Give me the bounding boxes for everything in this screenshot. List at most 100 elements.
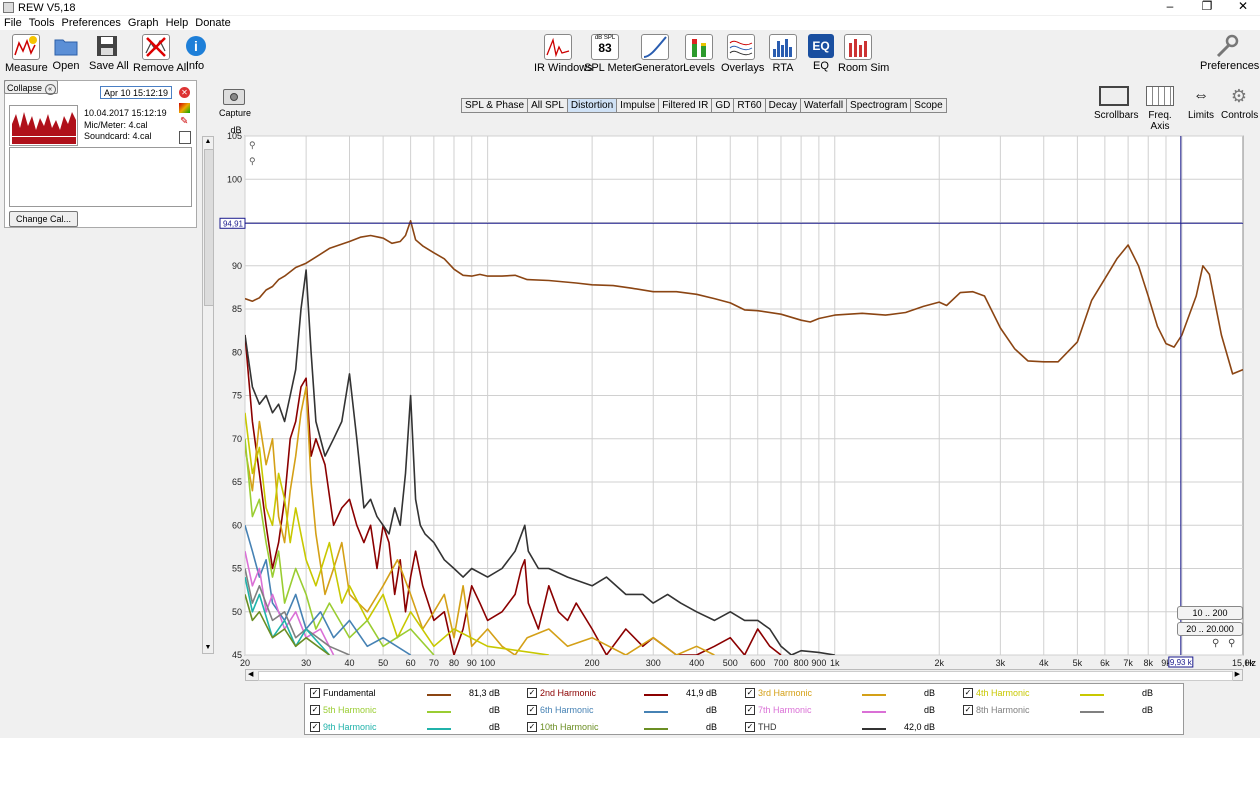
preferences-button[interactable]: Preferences xyxy=(1200,30,1260,72)
legend-checkbox[interactable]: ✓ xyxy=(527,704,537,715)
tab-distortion[interactable]: Distortion xyxy=(566,98,618,113)
generator-button[interactable]: Generator xyxy=(634,30,684,74)
legend-checkbox[interactable]: ✓ xyxy=(527,687,537,698)
y-tick-label: 45 xyxy=(232,650,242,660)
limits-button[interactable]: ⇔ Limits xyxy=(1185,86,1217,121)
tab-rt60[interactable]: RT60 xyxy=(733,98,766,113)
legend-item-3rd-harmonic[interactable]: ✓ 3rd Harmonic xyxy=(745,687,812,699)
x-tick-label: 40 xyxy=(344,658,354,668)
freq-axis-button[interactable]: Freq. Axis xyxy=(1139,86,1181,132)
room-sim-button[interactable]: Room Sim xyxy=(838,30,890,74)
scroll-up-arrow-icon[interactable]: ▲ xyxy=(204,138,212,145)
legend-checkbox[interactable]: ✓ xyxy=(527,721,537,732)
ir-windows-button[interactable]: IR Windows xyxy=(534,30,593,74)
levels-button[interactable]: Levels xyxy=(682,30,716,74)
spl-meter-button[interactable]: dB SPL 83 SPL Meter xyxy=(584,30,636,74)
minimize-button[interactable]: – xyxy=(1166,0,1174,13)
eq-badge-text: EQ xyxy=(812,39,830,53)
hscroll-thumb[interactable] xyxy=(258,671,1233,681)
tab-decay[interactable]: Decay xyxy=(764,98,801,113)
legend-checkbox[interactable]: ✓ xyxy=(310,721,320,732)
legend-checkbox[interactable]: ✓ xyxy=(745,704,755,715)
menu-tools[interactable]: Tools xyxy=(28,17,55,29)
menu-graph[interactable]: Graph xyxy=(127,17,159,29)
legend-label: 10th Harmonic xyxy=(540,722,599,732)
left-scrollbar[interactable]: ▲ ▼ xyxy=(202,136,214,654)
tab-spl-phase[interactable]: SPL & Phase xyxy=(461,98,529,113)
y-tick-label: 55 xyxy=(232,564,242,574)
legend-checkbox[interactable]: ✓ xyxy=(310,704,320,715)
tab-filtered-ir[interactable]: Filtered IR xyxy=(658,98,713,113)
rew-window: REW V5,18 – ❐ ✕ File Tools Preferences G… xyxy=(0,0,1260,738)
legend-checkbox[interactable]: ✓ xyxy=(745,687,755,698)
change-cal-button[interactable]: Change Cal... xyxy=(9,211,78,227)
spl-meter-value: 83 xyxy=(598,41,612,55)
scrollbars-button[interactable]: Scrollbars xyxy=(1094,86,1138,121)
legend-swatch xyxy=(644,711,668,713)
legend-checkbox[interactable]: ✓ xyxy=(310,687,320,698)
scroll-thumb[interactable] xyxy=(204,149,214,306)
notes-icon[interactable] xyxy=(179,131,191,144)
tab-impulse[interactable]: Impulse xyxy=(616,98,660,113)
capture-button[interactable]: Capture xyxy=(219,89,251,118)
tab-gd[interactable]: GD xyxy=(711,98,735,113)
tab-spectrogram[interactable]: Spectrogram xyxy=(846,98,912,113)
restore-button[interactable]: ❐ xyxy=(1201,0,1213,13)
scroll-down-arrow-icon[interactable]: ▼ xyxy=(204,644,212,651)
overlays-button[interactable]: Overlays xyxy=(721,30,765,74)
zoom-in-icon[interactable]: ⚲ xyxy=(1228,638,1236,649)
tab-all-spl[interactable]: All SPL xyxy=(527,98,568,113)
room-sim-label: Room Sim xyxy=(838,62,890,74)
measurement-thumbnail[interactable] xyxy=(9,105,78,146)
legend-item-10th-harmonic[interactable]: ✓ 10th Harmonic xyxy=(527,721,599,733)
range-10-200-button[interactable]: 10 .. 200 xyxy=(1177,606,1243,620)
legend-item-9th-harmonic[interactable]: ✓ 9th Harmonic xyxy=(310,721,377,733)
legend-swatch xyxy=(644,728,668,730)
save-all-button[interactable]: Save All xyxy=(89,30,129,72)
legend-item-4th-harmonic[interactable]: ✓ 4th Harmonic xyxy=(963,687,1030,699)
eq-button[interactable]: EQ EQ xyxy=(805,30,837,72)
range-20-20000-button[interactable]: 20 .. 20.000 xyxy=(1177,622,1243,636)
controls-button[interactable]: ⚙ Controls xyxy=(1221,86,1258,121)
legend-checkbox[interactable]: ✓ xyxy=(963,704,973,715)
legend-item-thd[interactable]: ✓ THD xyxy=(745,721,777,733)
edit-icon[interactable]: ✎ xyxy=(180,116,189,127)
legend-item-fundamental[interactable]: ✓ Fundamental xyxy=(310,687,376,699)
legend-checkbox[interactable]: ✓ xyxy=(963,687,973,698)
close-button[interactable]: ✕ xyxy=(1237,0,1249,13)
legend-item-5th-harmonic[interactable]: ✓ 5th Harmonic xyxy=(310,704,377,716)
remove-all-button[interactable]: Remove All xyxy=(133,30,189,74)
tab-waterfall[interactable]: Waterfall xyxy=(799,98,848,113)
collapse-button[interactable]: Collapse « xyxy=(4,80,58,95)
legend-item-8th-harmonic[interactable]: ✓ 8th Harmonic xyxy=(963,704,1030,716)
menu-file[interactable]: File xyxy=(4,17,22,29)
hscroll-right-arrow-icon[interactable]: ▶ xyxy=(1234,671,1240,678)
measure-button[interactable]: Measure xyxy=(5,30,48,74)
preferences-label: Preferences xyxy=(1200,60,1260,72)
rta-button[interactable]: RTA xyxy=(766,30,800,74)
zoom-out-icon[interactable]: ⚲ xyxy=(1212,638,1220,649)
distortion-chart[interactable]: 4550556065707580859095100105203040506070… xyxy=(216,120,1260,680)
horizontal-scrollbar[interactable]: ◀ ▶ xyxy=(245,669,1243,681)
notes-area[interactable] xyxy=(9,147,192,207)
legend-checkbox[interactable]: ✓ xyxy=(745,721,755,732)
info-button[interactable]: i Info xyxy=(183,30,207,72)
open-button[interactable]: Open xyxy=(50,30,82,72)
overlays-label: Overlays xyxy=(721,62,765,74)
menu-donate[interactable]: Donate xyxy=(195,17,231,29)
hscroll-left-arrow-icon[interactable]: ◀ xyxy=(248,671,254,678)
menu-help[interactable]: Help xyxy=(165,17,189,29)
remove-measurement-icon[interactable]: ✕ xyxy=(179,87,190,98)
tab-scope[interactable]: Scope xyxy=(910,98,947,113)
legend-label: 8th Harmonic xyxy=(976,705,1030,715)
legend-item-2nd-harmonic[interactable]: ✓ 2nd Harmonic xyxy=(527,687,596,699)
x-tick-label: 100 xyxy=(480,658,495,668)
legend-item-7th-harmonic[interactable]: ✓ 7th Harmonic xyxy=(745,704,812,716)
graph-color-icon[interactable] xyxy=(179,103,190,113)
legend-item-6th-harmonic[interactable]: ✓ 6th Harmonic xyxy=(527,704,594,716)
series-line-3rd-harmonic xyxy=(245,386,715,655)
measurement-name-field[interactable]: Apr 10 15:12:19 xyxy=(100,86,172,99)
wrench-icon xyxy=(1214,34,1240,58)
y-tick-label: 90 xyxy=(232,261,242,271)
menu-preferences[interactable]: Preferences xyxy=(61,17,121,29)
